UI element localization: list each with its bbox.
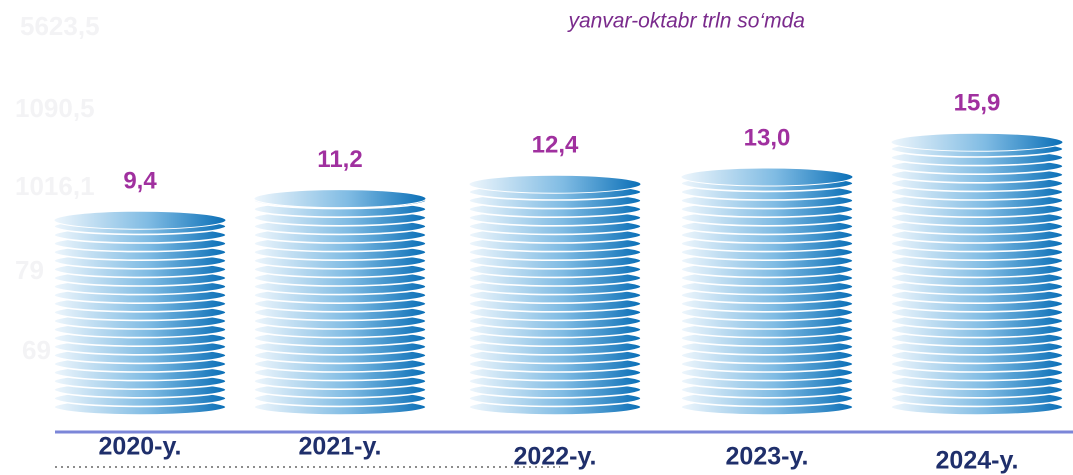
x-tick-label: 2021-y. (299, 433, 382, 461)
x-tick-label: 2020-y. (99, 433, 182, 461)
coin-top (680, 167, 854, 187)
coin-top (53, 210, 227, 230)
value-label: 9,4 (123, 168, 157, 195)
coin-stack (680, 167, 854, 416)
subtitle: yanvar-oktabr trln so‘mda (566, 10, 805, 33)
value-label: 12,4 (532, 132, 579, 159)
coin-stack (468, 174, 642, 416)
value-label: 13,0 (744, 124, 791, 151)
watermark-text: 79 (15, 255, 44, 285)
value-label: 15,9 (954, 90, 1001, 117)
coin-top (253, 189, 427, 209)
x-tick-label: 2023-y. (726, 443, 809, 471)
coin-stack (890, 132, 1064, 416)
watermark-text: 69 (22, 335, 51, 365)
x-tick-label: 2024-y. (936, 447, 1019, 475)
coin-stack (253, 189, 427, 416)
watermark-text: 1016,1 (15, 171, 95, 201)
watermark-text: 1090,5 (15, 93, 95, 123)
x-tick-label: 2022-y. (514, 443, 597, 471)
coin-top (468, 174, 642, 194)
coin-stack (53, 210, 227, 416)
value-label: 11,2 (317, 146, 362, 173)
watermark-text: 5623,5 (20, 11, 100, 41)
coin-top (890, 132, 1064, 152)
